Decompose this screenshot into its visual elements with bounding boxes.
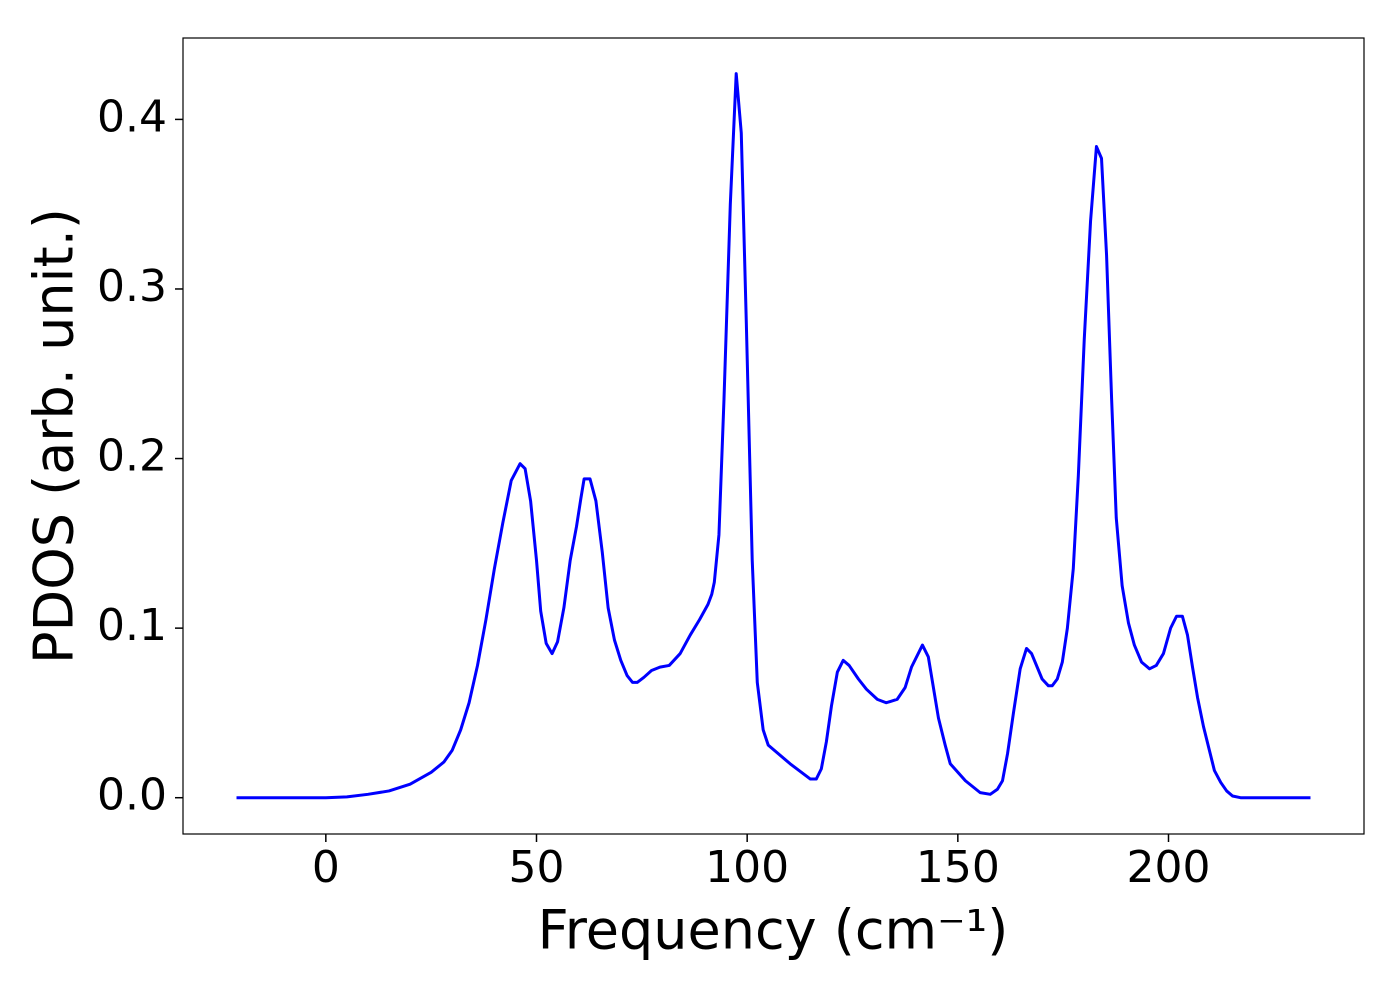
y-tick-label: 0.1 — [97, 600, 167, 651]
data-line — [236, 72, 1311, 800]
x-tick-label: 0 — [312, 842, 340, 893]
y-tick-label: 0.4 — [97, 91, 167, 142]
y-tick-label: 0.0 — [97, 770, 167, 821]
plot-frame — [182, 37, 1365, 835]
x-tick-label: 150 — [916, 842, 1000, 893]
y-tick-label: 0.2 — [97, 431, 167, 482]
y-tick-label: 0.3 — [97, 261, 167, 312]
x-tick-label: 200 — [1127, 842, 1211, 893]
y-axis-label: PDOS (arb. unit.) — [23, 208, 86, 664]
x-tick-label: 100 — [705, 842, 789, 893]
x-axis-label: Frequency (cm⁻¹) — [538, 899, 1009, 962]
x-tick-label: 50 — [508, 842, 564, 893]
